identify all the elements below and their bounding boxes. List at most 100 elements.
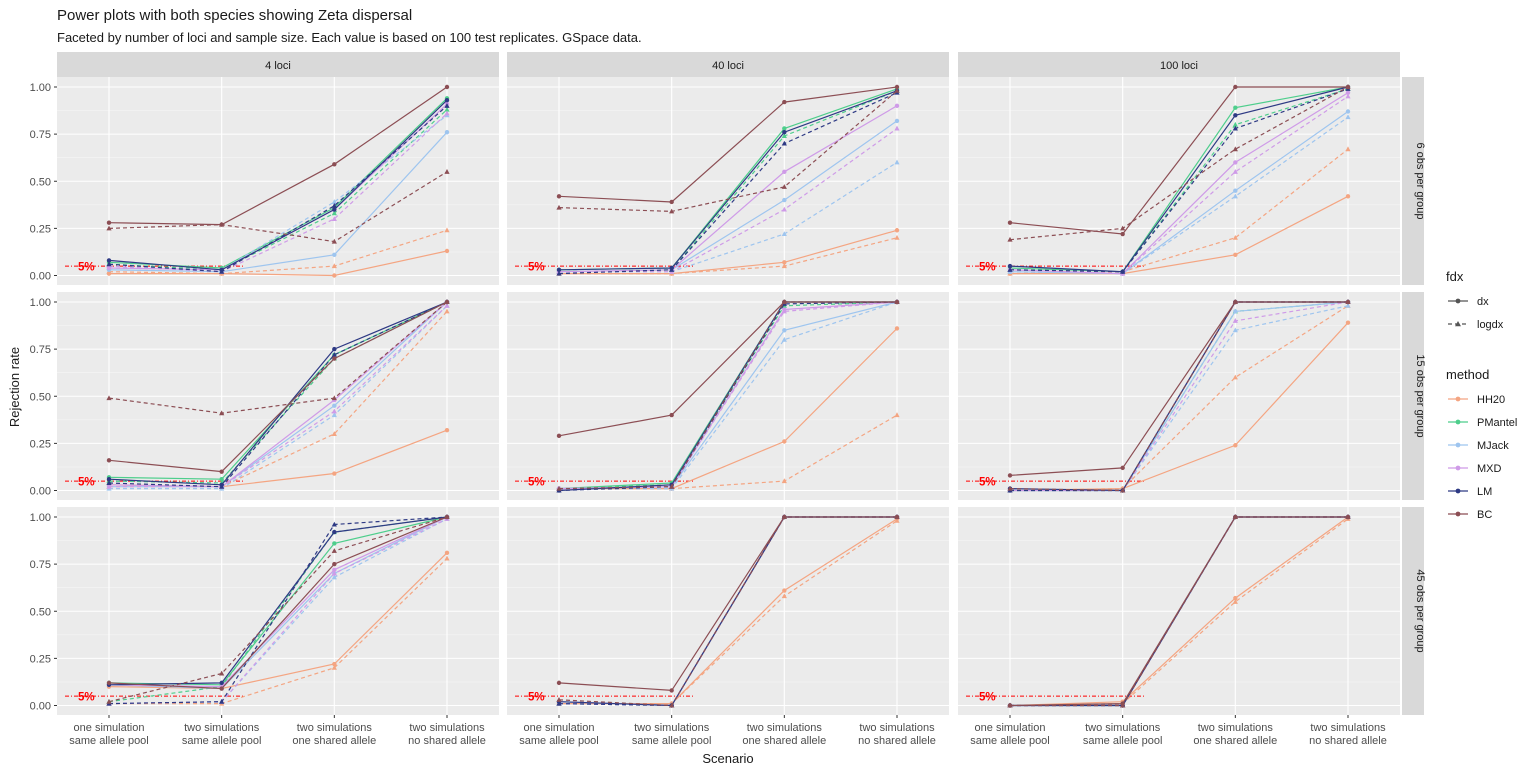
data-point — [1345, 93, 1351, 99]
reference-label: 5% — [78, 692, 95, 704]
legend-label: MXD — [1477, 463, 1502, 475]
facet-panel: 5% — [57, 77, 499, 285]
x-tick-label: two simulations same allele pool — [1083, 722, 1163, 747]
data-point — [781, 206, 787, 212]
data-point — [781, 263, 787, 269]
data-point — [444, 427, 450, 433]
series-line — [108, 301, 448, 486]
data-point — [782, 260, 787, 265]
facet-panel: 5% — [958, 292, 1400, 500]
legend-label: MJack — [1477, 440, 1509, 452]
data-point — [1232, 193, 1238, 199]
data-point — [1345, 299, 1351, 304]
facet-panel: 5% — [958, 77, 1400, 285]
col-strip — [958, 52, 1400, 77]
data-point — [332, 541, 337, 546]
data-point — [781, 133, 787, 139]
data-point — [1232, 318, 1238, 323]
data-point — [1232, 121, 1238, 127]
data-point — [1120, 465, 1125, 471]
series-line — [109, 305, 448, 488]
data-point — [331, 202, 337, 208]
legend-key-marker — [1455, 465, 1461, 471]
data-point — [106, 680, 112, 686]
y-tick-label: 1.00 — [30, 82, 51, 94]
series-line — [108, 516, 448, 705]
row-strip — [1402, 507, 1424, 715]
x-tick-label: two simulations one shared allele — [292, 722, 376, 747]
data-point — [1345, 90, 1351, 95]
data-point — [332, 252, 337, 257]
data-point — [1007, 267, 1013, 272]
data-point — [556, 697, 562, 702]
series-line — [108, 301, 448, 488]
legend-label: HH20 — [1477, 394, 1505, 406]
data-point — [331, 412, 337, 418]
data-point — [556, 680, 562, 686]
data-point — [332, 162, 337, 167]
x-tick-label: one simulation same allele pool — [970, 722, 1050, 747]
data-point — [444, 110, 450, 116]
data-point — [1232, 235, 1238, 240]
data-point — [331, 431, 337, 436]
reference-label: 5% — [528, 262, 545, 274]
data-point — [106, 458, 112, 463]
data-point — [331, 210, 337, 216]
data-point — [219, 670, 225, 676]
data-point — [1345, 514, 1351, 519]
reference-label: 5% — [979, 262, 996, 274]
data-point — [894, 514, 900, 519]
data-point — [782, 588, 787, 593]
legend-label: PMantel — [1477, 417, 1517, 429]
data-point — [669, 199, 674, 205]
data-point — [1233, 84, 1238, 90]
series-line — [108, 171, 448, 243]
series-line — [1010, 516, 1348, 707]
data-point — [444, 248, 450, 254]
series-line — [108, 516, 448, 686]
data-point — [1345, 320, 1351, 325]
series-line — [108, 99, 448, 271]
x-tick-label: two simulations same allele pool — [632, 722, 712, 747]
y-tick-label: 0.00 — [30, 701, 51, 713]
reference-label: 5% — [528, 692, 545, 704]
series-line — [108, 131, 448, 273]
legend-key-marker — [1455, 298, 1461, 304]
data-point — [219, 476, 224, 482]
data-point — [331, 521, 337, 527]
row-strip-label: 6 obs per group — [1414, 142, 1426, 219]
data-point — [331, 574, 337, 580]
data-point — [782, 99, 787, 105]
legend-label: LM — [1477, 486, 1492, 498]
data-point — [332, 207, 337, 212]
data-point — [106, 395, 112, 401]
data-point — [444, 514, 450, 519]
data-point — [1007, 263, 1013, 269]
series-line — [558, 90, 898, 271]
data-point — [894, 159, 900, 165]
data-point — [106, 225, 112, 231]
data-point — [106, 698, 112, 704]
data-point — [1007, 473, 1013, 478]
data-point — [219, 268, 225, 274]
series-line — [108, 516, 448, 690]
data-point — [556, 194, 562, 199]
data-point — [1232, 514, 1238, 519]
data-point — [331, 263, 337, 269]
data-point — [331, 199, 337, 204]
data-point — [444, 103, 450, 108]
facet-panel: 5% — [57, 292, 499, 500]
y-tick-label: 0.75 — [30, 129, 51, 141]
x-tick-label: one simulation same allele pool — [519, 722, 599, 747]
legend-label: BC — [1477, 509, 1492, 521]
row-strip-label: 45 obs per group — [1414, 569, 1426, 652]
data-point — [332, 346, 337, 352]
series-line — [109, 305, 448, 490]
series-line — [108, 516, 448, 703]
y-tick-label: 1.00 — [30, 297, 51, 309]
data-point — [1345, 194, 1351, 199]
data-point — [444, 308, 450, 314]
data-point — [1233, 188, 1238, 193]
reference-label: 5% — [78, 262, 95, 274]
data-point — [331, 548, 337, 553]
